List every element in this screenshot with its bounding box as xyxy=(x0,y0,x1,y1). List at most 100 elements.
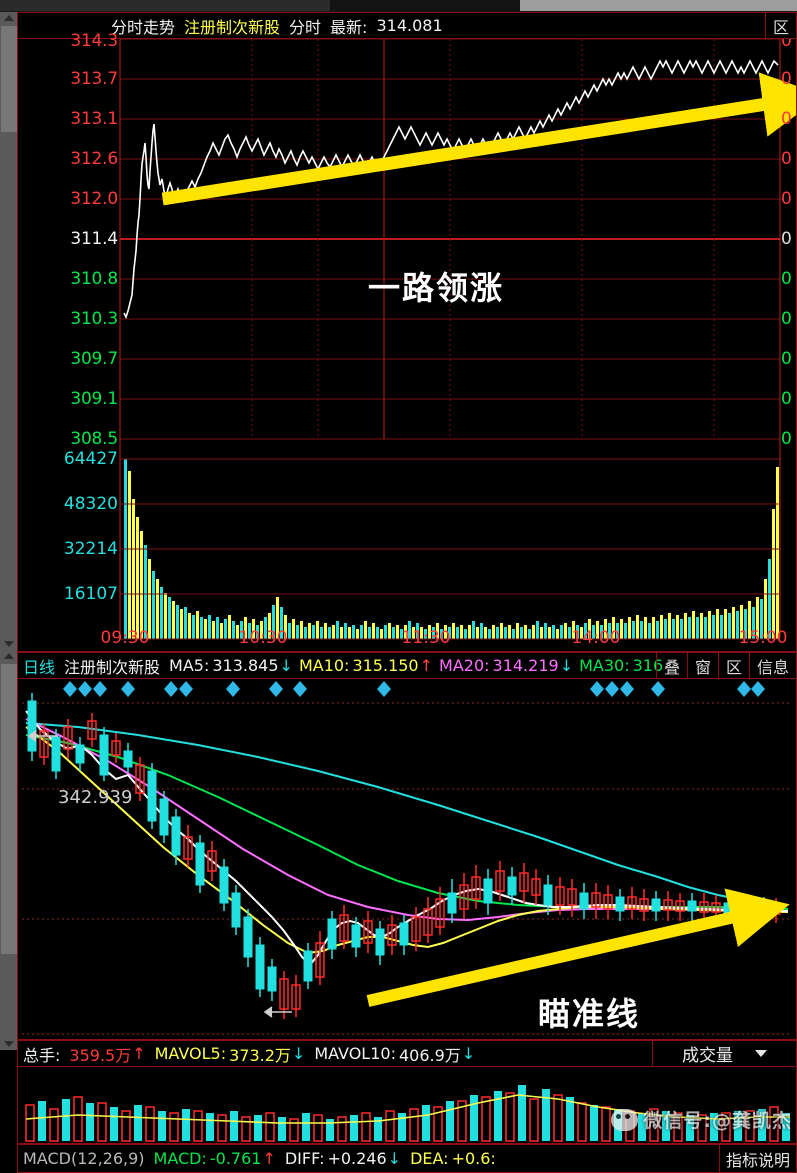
ma5-value: 313.845 xyxy=(212,656,279,675)
scrollbar-daily[interactable] xyxy=(0,650,18,1050)
volume-header: 总手: 359.5万 ↑ MAVOL5: 373.2万 ↓ MAVOL10: 4… xyxy=(18,1041,796,1067)
time-tick: 15:00 xyxy=(738,628,788,648)
daily-header: 日线 注册制次新股 MA5: 313.845 ↓ MA10: 315.150 ↑… xyxy=(18,653,796,679)
total-hand-value: 359.5万 xyxy=(69,1045,132,1065)
macd-header: MACD(12,26,9) MACD: -0.761 ↑ DIFF: +0.24… xyxy=(18,1145,796,1172)
daily-panel: 日线 注册制次新股 MA5: 313.845 ↓ MA10: 315.150 ↑… xyxy=(17,652,797,1060)
intraday-header: 分时走势 注册制次新股 分时 最新: 314.081 区 xyxy=(18,13,796,39)
intraday-chart-svg xyxy=(119,39,796,640)
intraday-annotation: 一路领涨 xyxy=(368,269,505,307)
window-button[interactable]: 窗 xyxy=(686,653,718,678)
ma30-value: 316 xyxy=(632,656,664,675)
mavol5-value: 373.2万 xyxy=(229,1045,291,1065)
indicator-help-button[interactable]: 指标说明 xyxy=(718,1145,796,1172)
mavol-line xyxy=(25,1094,790,1124)
ma30-label: MA30: xyxy=(579,656,630,675)
macd-value: -0.761 xyxy=(209,1149,262,1168)
scroll-up-arrow[interactable] xyxy=(2,12,16,24)
zone-button[interactable]: 区 xyxy=(764,13,796,38)
ma5-label: MA5: xyxy=(169,656,210,675)
pct-tick: 0 xyxy=(781,229,792,249)
pct-tick: 0 xyxy=(781,429,792,449)
macd-title: MACD(12,26,9) xyxy=(23,1149,145,1168)
ma20-label: MA20: xyxy=(439,656,490,675)
intraday-trend-arrow xyxy=(161,72,796,206)
intraday-pct-axis: 0 0 0 0 0 0 0 0 0 0 0 xyxy=(780,39,796,651)
time-tick: 11:30 xyxy=(401,628,451,648)
diff-value: +0.246 xyxy=(327,1149,387,1168)
ma20-arrow: ↓ xyxy=(559,656,574,675)
scroll-thumb-daily[interactable] xyxy=(1,664,17,954)
volume-bars-daily xyxy=(25,1085,790,1142)
total-hand-arrow: ↑ xyxy=(132,1044,146,1063)
scroll-thumb[interactable] xyxy=(1,26,17,132)
volume-indicator-selector[interactable]: 成交量 xyxy=(652,1041,796,1066)
intraday-period-label: 分时 xyxy=(289,17,322,37)
info-button[interactable]: 信息 xyxy=(748,653,796,678)
price-tick-prevclose: 311.4 xyxy=(70,229,118,249)
ma10-label: MA10: xyxy=(298,656,350,675)
daily-gridlines xyxy=(22,702,792,1035)
volume-tick: 64427 xyxy=(63,449,118,469)
daily-stock-name: 注册制次新股 xyxy=(64,657,161,677)
diff-arrow: ↓ xyxy=(387,1149,402,1168)
time-gridlines xyxy=(251,39,715,439)
pct-tick: 0 xyxy=(781,39,792,51)
pct-tick: 0 xyxy=(781,69,792,89)
pct-tick: 0 xyxy=(781,189,792,209)
time-tick: 09:30 xyxy=(100,628,150,648)
price-tick: 310.3 xyxy=(70,309,118,329)
price-tick: 313.7 xyxy=(70,69,118,89)
price-tick: 313.1 xyxy=(70,109,118,129)
intraday-canvas: 314.3 313.7 313.1 312.6 312.0 311.4 310.… xyxy=(18,31,796,651)
dea-label: DEA: xyxy=(410,1149,449,1168)
daily-period-label: 日线 xyxy=(23,657,56,677)
zone-button-daily[interactable]: 区 xyxy=(717,653,749,678)
scroll-up-arrow-daily[interactable] xyxy=(2,650,16,662)
volume-canvas: 微信号:@龚凯杰 xyxy=(18,1067,796,1143)
high-marker xyxy=(27,730,58,742)
overlay-button[interactable]: 叠 xyxy=(655,653,687,678)
intraday-latest-value: 314.081 xyxy=(376,16,443,35)
mavol10-arrow: ↓ xyxy=(461,1044,476,1063)
intraday-mode-label: 分时走势 xyxy=(111,17,176,37)
daily-candlesticks xyxy=(27,693,781,1019)
macd-arrow: ↑ xyxy=(262,1149,276,1168)
intraday-latest-label: 最新: xyxy=(330,17,368,37)
scrollbar-intraday[interactable] xyxy=(0,12,18,650)
price-tick: 312.6 xyxy=(70,149,118,169)
daily-header-buttons: 叠 窗 区 信息 xyxy=(655,653,796,678)
daily-trend-arrow xyxy=(366,888,790,1007)
time-tick: 14:00 xyxy=(571,628,621,648)
low-marker xyxy=(263,1006,292,1018)
pct-tick: 0 xyxy=(781,149,792,169)
volume-tick: 16107 xyxy=(63,584,118,604)
macd-label: MACD: xyxy=(153,1149,207,1168)
price-tick: 314.3 xyxy=(70,31,118,51)
ma10-value: 315.150 xyxy=(352,656,419,675)
intraday-volume-bars xyxy=(124,459,779,639)
daily-annotation: 瞄准线 xyxy=(538,995,641,1033)
mavol5-label: MAVOL5: xyxy=(154,1044,227,1063)
intraday-price-axis: 314.3 313.7 313.1 312.6 312.0 311.4 310.… xyxy=(18,31,120,651)
pct-tick: 0 xyxy=(781,269,792,289)
ma20-value: 314.219 xyxy=(492,656,559,675)
pct-tick: 0 xyxy=(781,349,792,369)
intraday-time-axis: 09:30 10:30 11:30 14:00 15:00 xyxy=(18,623,796,651)
macd-panel: MACD(12,26,9) MACD: -0.761 ↑ DIFF: +0.24… xyxy=(17,1144,797,1173)
ma60-line xyxy=(25,722,779,906)
mavol10-value: 406.9万 xyxy=(398,1045,461,1065)
daily-high-label: 342.939 xyxy=(58,787,133,808)
pct-tick: 0 xyxy=(781,109,792,129)
mavol5-arrow: ↓ xyxy=(291,1044,306,1063)
ma10-arrow: ↑ xyxy=(419,656,434,675)
chrome-segment-left xyxy=(0,0,330,11)
volume-tick: 32214 xyxy=(63,539,118,559)
scroll-down-arrow[interactable] xyxy=(2,638,16,650)
intraday-panel: 分时走势 注册制次新股 分时 最新: 314.081 区 xyxy=(17,12,797,652)
volume-chart-svg xyxy=(25,1085,790,1142)
window-chrome-strip xyxy=(0,0,797,12)
ma20-line xyxy=(25,718,789,922)
scroll-down-arrow-daily[interactable] xyxy=(2,1038,16,1050)
